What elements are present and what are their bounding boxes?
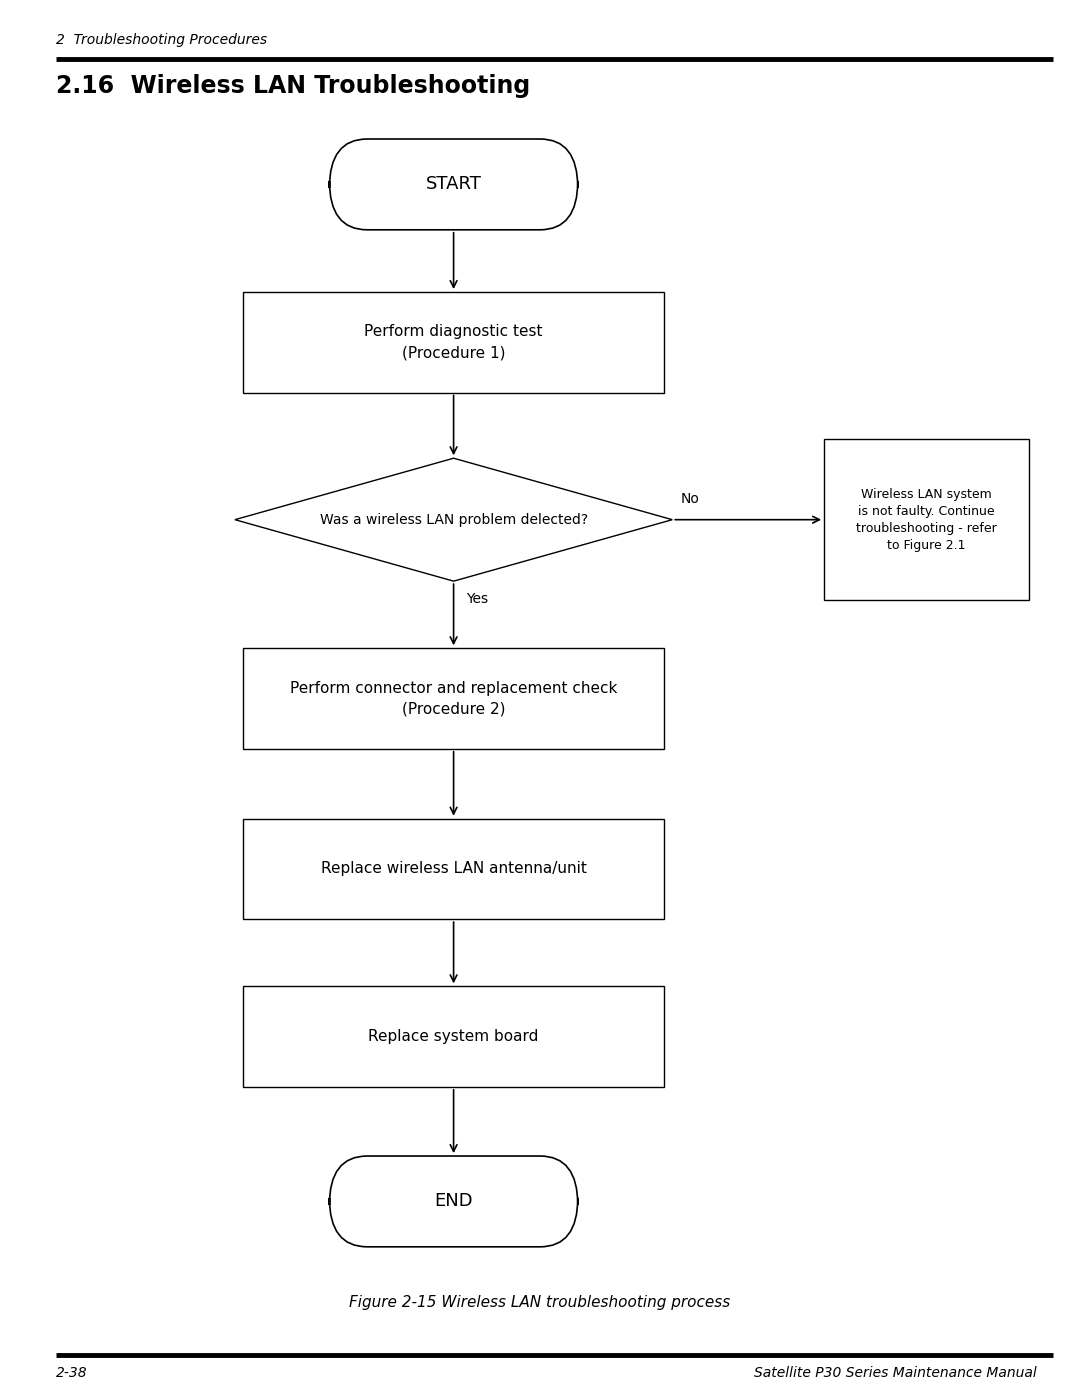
Bar [824, 439, 1029, 601]
Bar [243, 292, 664, 393]
Bar [243, 986, 664, 1087]
Text: 2-38: 2-38 [56, 1366, 87, 1380]
FancyBboxPatch shape [329, 138, 578, 229]
Text: END: END [434, 1193, 473, 1210]
Text: Wireless LAN system
is not faulty. Continue
troubleshooting - refer
to Figure 2.: Wireless LAN system is not faulty. Conti… [856, 488, 997, 552]
Bar [243, 648, 664, 749]
FancyBboxPatch shape [329, 1157, 578, 1246]
Text: START: START [426, 176, 482, 193]
Text: 2  Troubleshooting Procedures: 2 Troubleshooting Procedures [56, 34, 267, 47]
Text: Was a wireless LAN problem delected?: Was a wireless LAN problem delected? [320, 513, 588, 527]
Text: Replace wireless LAN antenna/unit: Replace wireless LAN antenna/unit [321, 862, 586, 876]
Text: 2.16  Wireless LAN Troubleshooting: 2.16 Wireless LAN Troubleshooting [56, 74, 530, 98]
Text: Satellite P30 Series Maintenance Manual: Satellite P30 Series Maintenance Manual [754, 1366, 1037, 1380]
Text: Yes: Yes [467, 592, 488, 606]
Text: Perform diagnostic test
(Procedure 1): Perform diagnostic test (Procedure 1) [364, 324, 543, 360]
Bar [243, 819, 664, 919]
Polygon shape [235, 458, 672, 581]
Text: Figure 2-15 Wireless LAN troubleshooting process: Figure 2-15 Wireless LAN troubleshooting… [349, 1295, 731, 1309]
Text: Perform connector and replacement check
(Procedure 2): Perform connector and replacement check … [289, 680, 618, 717]
Text: No: No [681, 492, 700, 506]
Text: Replace system board: Replace system board [368, 1030, 539, 1044]
